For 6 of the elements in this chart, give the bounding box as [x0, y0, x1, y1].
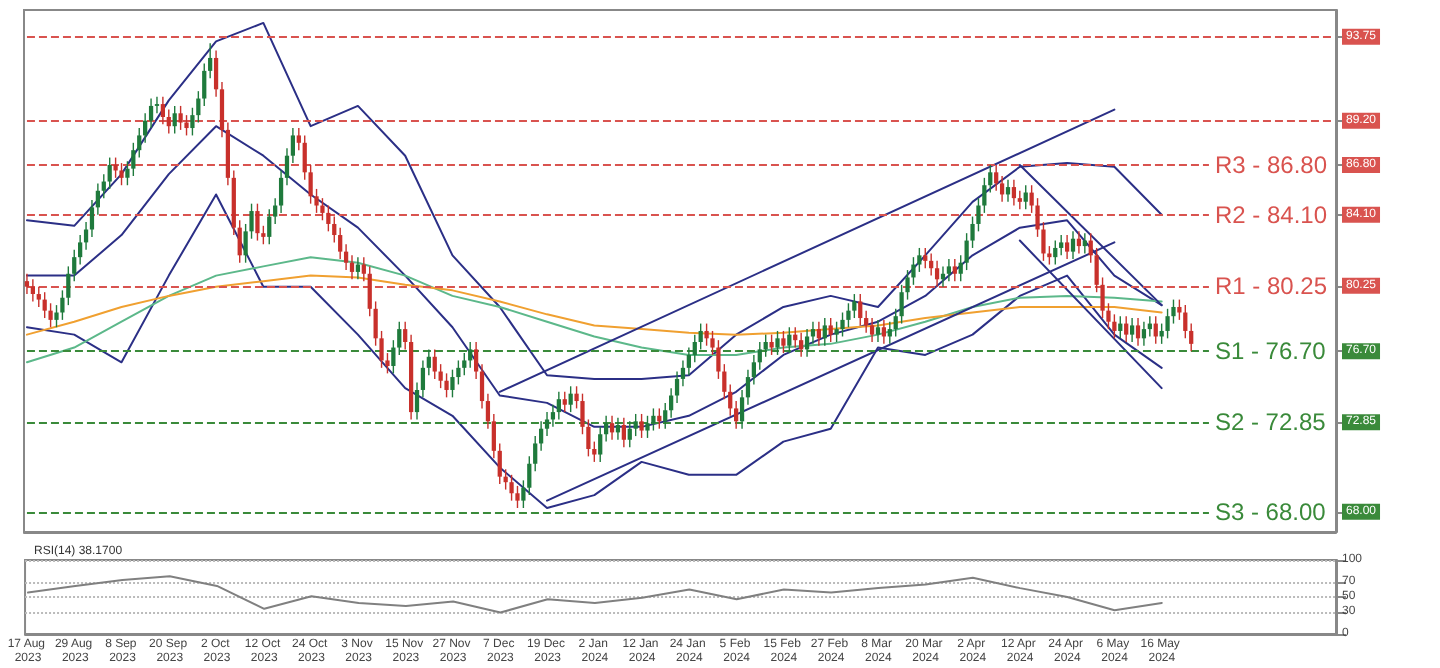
- ref-line-label: R1 - 80.25: [1214, 271, 1328, 300]
- ref-line-label: R2 - 84.10: [1214, 200, 1328, 229]
- ref-line-label: S1 - 76.70: [1214, 337, 1327, 366]
- ref-line-label: S2 - 72.85: [1214, 408, 1327, 437]
- ref-line-label: S3 - 68.00: [1214, 497, 1327, 526]
- ref-line-label: R3 - 86.80: [1214, 150, 1328, 179]
